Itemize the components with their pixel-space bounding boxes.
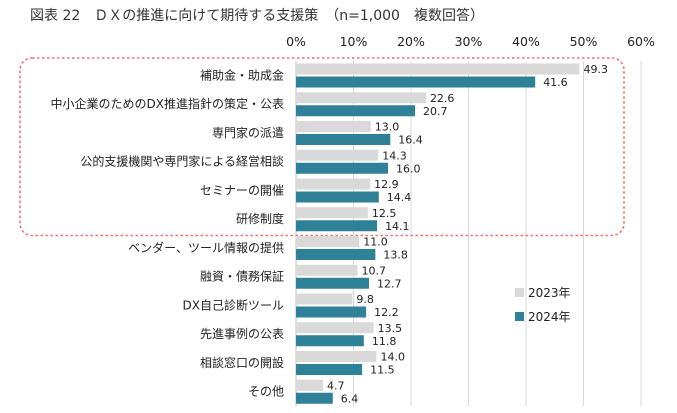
x-tick-label: 40% — [512, 34, 540, 49]
bar-2024 — [296, 191, 379, 203]
category-label: 融資・債務保証 — [200, 269, 284, 284]
bar-2023 — [296, 379, 324, 391]
bar-2024 — [296, 105, 416, 117]
bar-2023 — [296, 149, 379, 161]
legend-label: 2024年 — [528, 310, 571, 324]
data-label: 13.0 — [375, 121, 400, 134]
bar-2023 — [296, 236, 360, 247]
category-label: 中小企業のためのDX推進指針の策定・公表 — [51, 96, 284, 111]
data-label: 49.3 — [583, 63, 608, 76]
bar-2024 — [296, 277, 370, 289]
category-label: 補助金・助成金 — [200, 67, 284, 82]
category-label: セミナーの開催 — [200, 183, 284, 197]
bars — [296, 63, 580, 404]
category-labels: 補助金・助成金中小企業のためのDX推進指針の策定・公表専門家の派遣公的支援機関や… — [51, 67, 284, 398]
bar-2024 — [296, 364, 363, 375]
data-label: 12.5 — [372, 207, 397, 220]
data-label: 14.3 — [382, 149, 407, 162]
category-label: 研修制度 — [236, 211, 284, 226]
data-label: 12.2 — [374, 306, 399, 319]
bar-2024 — [296, 162, 388, 174]
data-label: 13.8 — [383, 249, 408, 262]
bar-2023 — [296, 264, 358, 276]
data-label: 12.7 — [377, 277, 402, 290]
bar-2024 — [296, 220, 378, 232]
category-label: 公的支援機関や専門家による経営相談 — [80, 154, 284, 169]
grid — [295, 61, 642, 406]
legend-label: 2023年 — [528, 286, 571, 300]
data-label: 41.6 — [543, 76, 568, 89]
data-label: 6.4 — [341, 392, 359, 405]
x-tick-label: 20% — [397, 34, 425, 49]
highlight-rect — [19, 57, 625, 237]
data-label: 11.0 — [363, 236, 388, 249]
bar-2023 — [296, 293, 353, 305]
data-label: 11.5 — [370, 364, 395, 377]
bar-2023 — [296, 63, 580, 75]
legend: 2023年 2024年 — [515, 286, 571, 324]
data-label: 11.8 — [372, 335, 397, 348]
bar-2024 — [296, 392, 333, 404]
data-label: 10.7 — [362, 264, 387, 277]
category-label: 先進事例の公表 — [200, 327, 284, 341]
legend-swatch — [515, 312, 524, 321]
data-label: 13.5 — [378, 322, 403, 335]
legend-swatch — [515, 288, 524, 297]
bar-2024 — [296, 335, 364, 347]
x-tick-label: 50% — [570, 34, 598, 49]
data-label: 12.9 — [374, 178, 399, 191]
bar-2024 — [296, 306, 367, 318]
data-label: 4.7 — [327, 379, 345, 392]
bar-2023 — [296, 92, 426, 104]
bar-2023 — [296, 207, 368, 219]
category-label: その他 — [248, 385, 284, 399]
bar-2023 — [296, 351, 377, 362]
bar-2024 — [296, 76, 536, 88]
bar-2023 — [296, 178, 371, 190]
x-tick-label: 0% — [286, 34, 306, 49]
data-label: 16.0 — [396, 162, 421, 175]
category-label: ベンダー、ツール情報の提供 — [128, 240, 284, 255]
data-label: 9.8 — [356, 293, 374, 306]
bar-2023 — [296, 121, 371, 132]
data-label: 14.0 — [381, 351, 406, 364]
x-tick-label: 60% — [627, 34, 655, 49]
data-label: 22.6 — [430, 92, 455, 105]
x-axis-ticks: 0% 10% 20% 30% 40% 50% 60% — [286, 34, 655, 49]
chart-title: 図表 22 ＤＸの推進に向けて期待する支援策 （n=1,000 複数回答） — [30, 7, 484, 24]
data-label: 14.4 — [387, 191, 412, 204]
highlight-box — [19, 57, 625, 237]
category-label: 専門家の派遣 — [212, 125, 284, 140]
data-label: 16.4 — [398, 134, 423, 147]
bar-2023 — [296, 322, 374, 334]
category-label: DX自己診断ツール — [183, 297, 284, 312]
data-label: 14.1 — [385, 220, 410, 233]
x-tick-label: 30% — [455, 34, 483, 49]
x-tick-label: 10% — [340, 34, 368, 49]
bar-2024 — [296, 134, 391, 145]
category-label: 相談窓口の開設 — [200, 355, 284, 370]
bar-2024 — [296, 249, 376, 260]
data-label: 20.7 — [423, 105, 448, 118]
value-labels: 49.3 41.6 22.620.7 13.016.4 14.316.0 12.914.4… — [327, 63, 608, 405]
